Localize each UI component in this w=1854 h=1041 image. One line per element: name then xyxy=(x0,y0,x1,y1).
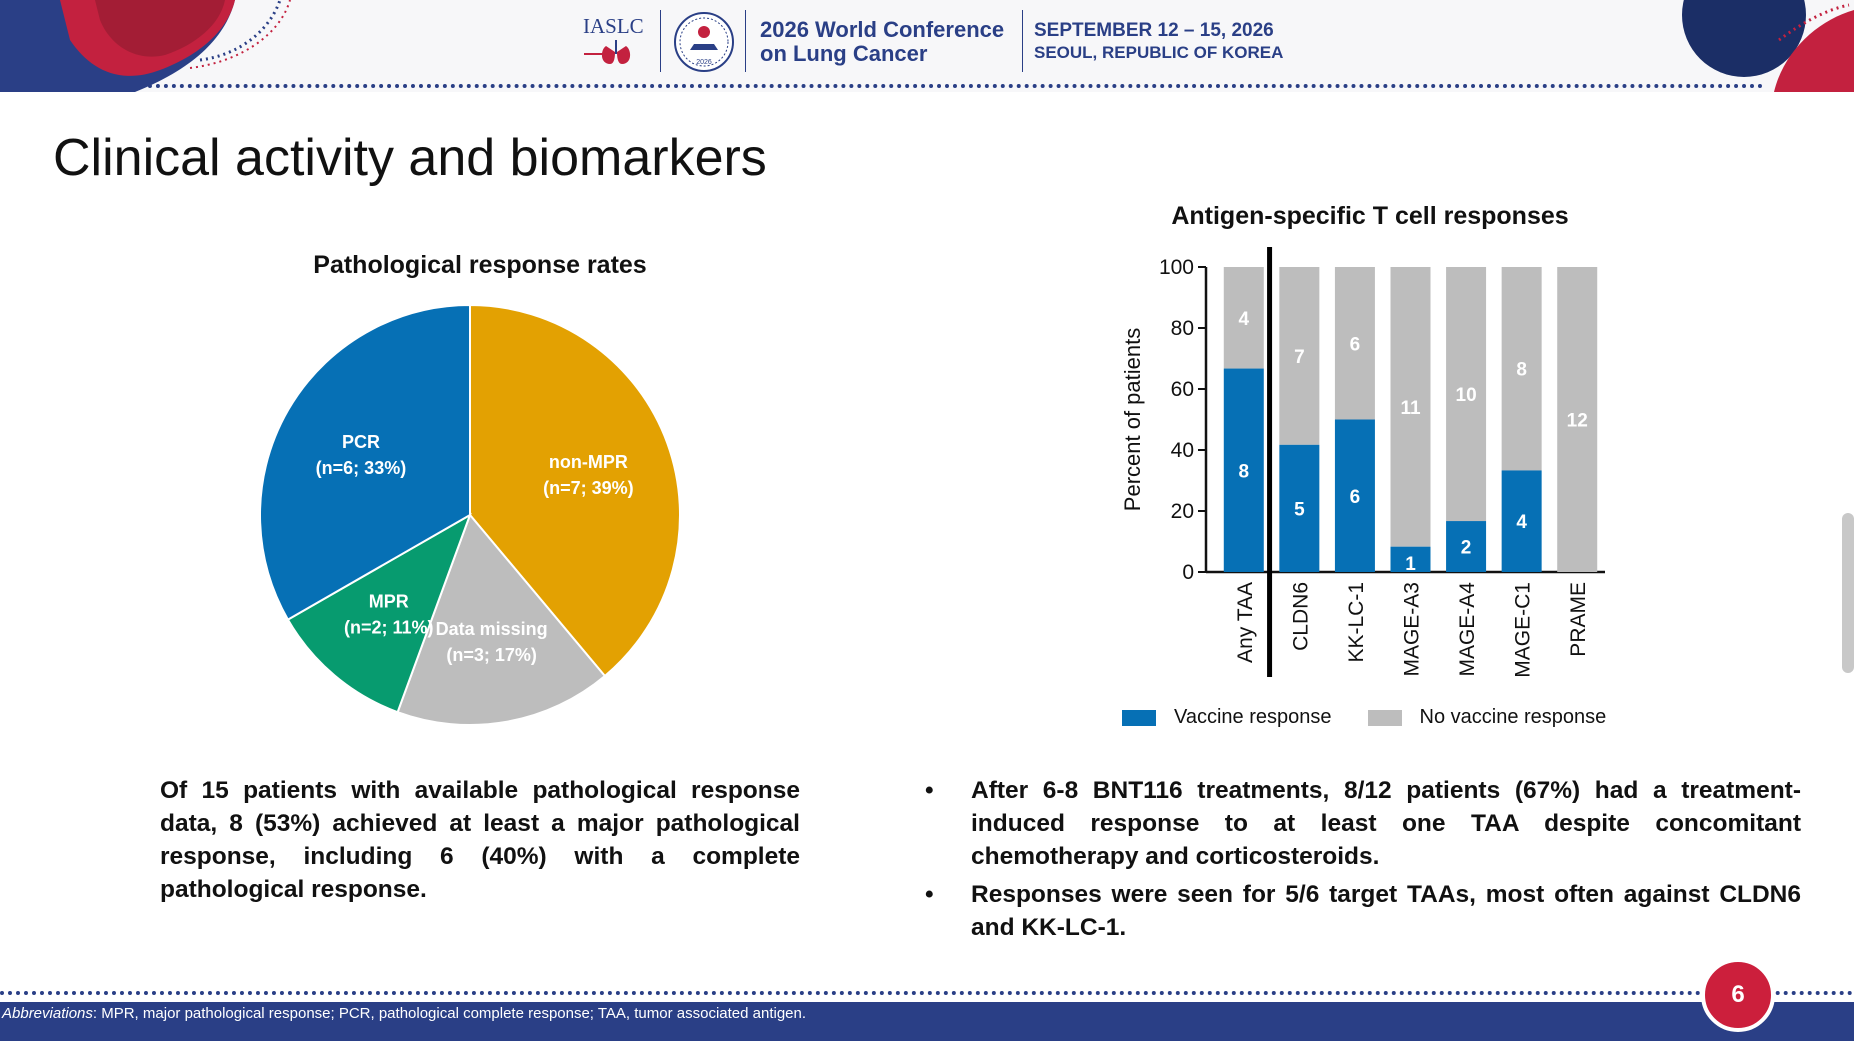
bar-segment-vaccine-response xyxy=(1390,546,1431,572)
x-tick-label: PRAME xyxy=(1567,582,1590,657)
x-tick-label: KK-LC-1 xyxy=(1345,582,1368,663)
bar-segment-no-vaccine-response xyxy=(1334,267,1375,420)
legend-entry-no-vaccine-response: No vaccine response xyxy=(1367,706,1607,729)
y-tick-label: 80 xyxy=(1171,317,1194,340)
x-tick-label: MAGE-A3 xyxy=(1401,582,1424,677)
legend-label: No vaccine response xyxy=(1419,706,1607,728)
abbreviations-text: : MPR, major pathological response; PCR,… xyxy=(92,1005,807,1022)
y-tick-label: 100 xyxy=(1159,256,1194,279)
pie-slice-detail: (n=3; 17%) xyxy=(446,645,537,665)
pie-slice-label: PCR xyxy=(342,432,380,452)
bar-segment-label: 12 xyxy=(1567,411,1588,432)
bar-segment-label: 1 xyxy=(1405,554,1416,575)
bar-segment-no-vaccine-response xyxy=(1557,267,1598,572)
bar-segment-label: 5 xyxy=(1294,499,1305,520)
x-tick-label: MAGE-A4 xyxy=(1456,582,1479,677)
legend-swatch-vaccine-response xyxy=(1122,709,1156,726)
pie-slice-label: Data missing xyxy=(436,619,548,639)
bar-segment-label: 2 xyxy=(1461,538,1472,559)
y-tick-label: 40 xyxy=(1171,439,1194,462)
header-separator xyxy=(660,10,661,72)
iaslc-logo-text: IASLC xyxy=(583,14,644,38)
header-dotted-rule xyxy=(140,84,1764,88)
pie-slice-mpr xyxy=(286,512,472,714)
header-separator xyxy=(745,10,746,72)
header-banner: IASLC 2026 2026 World Conference on Lung… xyxy=(0,0,1854,92)
pie-slice-detail: (n=2; 11%) xyxy=(344,617,434,637)
y-tick-label: 60 xyxy=(1171,378,1194,401)
bullet-marker: • xyxy=(925,777,934,804)
abbreviations-note: Abbreviations: MPR, major pathological r… xyxy=(2,1004,806,1024)
bullet-item: • After 6-8 BNT116 treatments, 8/12 patie… xyxy=(925,774,1801,873)
bullet-marker: • xyxy=(925,881,934,908)
stacked-bar-chart: 0 20 40 60 80 100 Percent of patients 4 8 Any TAA… xyxy=(1120,247,1605,678)
bar-segment-no-vaccine-response xyxy=(1501,267,1542,471)
bullet-text: After 6-8 BNT116 treatments, 8/12 patien… xyxy=(971,777,1801,870)
seoul-skyline-art-right xyxy=(1682,0,1854,92)
conference-title-line1: 2026 World Conference xyxy=(760,17,1005,42)
bar-segment-vaccine-response xyxy=(1279,444,1320,572)
bar-segment-no-vaccine-response xyxy=(1446,267,1487,522)
bar-segment-label: 10 xyxy=(1456,385,1477,406)
seoul-skyline-art-left xyxy=(0,0,300,92)
abbreviations-lead: Abbreviations xyxy=(2,1005,93,1022)
scrollbar-thumb[interactable] xyxy=(1842,513,1854,673)
bar-segment-label: 7 xyxy=(1294,347,1305,368)
conference-title: 2026 World Conference on Lung Cancer xyxy=(760,18,1004,66)
y-tick-label: 20 xyxy=(1171,500,1194,523)
pie-slice-non-mpr xyxy=(469,303,681,678)
x-tick-label: MAGE-C1 xyxy=(1512,582,1535,678)
pathological-response-summary: Of 15 patients with available pathologic… xyxy=(160,777,800,903)
bar-segment-label: 4 xyxy=(1238,309,1249,330)
conference-location: SEOUL, REPUBLIC OF KOREA xyxy=(1034,43,1284,62)
bar-segment-label: 8 xyxy=(1238,461,1249,482)
seal-year: 2026 xyxy=(696,59,712,66)
bar-segment-no-vaccine-response xyxy=(1390,267,1431,547)
pie-chart: non-MPR (n=7; 39%) Data missing (n=3; 17%) M… xyxy=(259,303,681,726)
pie-chart-title: Pathological response rates xyxy=(313,251,647,279)
conference-date-block: SEPTEMBER 12 – 15, 2026 SEOUL, REPUBLIC … xyxy=(1034,20,1283,64)
bar-segment-label: 4 xyxy=(1516,512,1527,533)
bullet-text: Responses were seen for 5/6 target TAAs,… xyxy=(971,881,1801,941)
lungs-logo-icon xyxy=(584,40,631,64)
legend-entry-vaccine-response: Vaccine response xyxy=(1122,706,1332,729)
page-title: Clinical activity and biomarkers xyxy=(53,129,767,187)
x-tick-label: CLDN6 xyxy=(1289,582,1312,651)
conference-date: SEPTEMBER 12 – 15, 2026 xyxy=(1034,20,1274,41)
conference-seal-icon: 2026 xyxy=(674,12,734,72)
bar-segment-vaccine-response xyxy=(1501,470,1542,572)
bar-segment-label: 11 xyxy=(1400,398,1421,419)
y-tick-label: 0 xyxy=(1182,561,1194,584)
footer-bar xyxy=(0,1002,1854,1041)
pie-slice-label: MPR xyxy=(369,591,409,611)
pie-slice-detail: (n=7; 39%) xyxy=(543,478,634,498)
y-axis-label: Percent of patients xyxy=(1120,328,1145,511)
pie-slice-data-missing xyxy=(396,513,607,726)
x-tick-label: Any TAA xyxy=(1234,582,1257,663)
t-cell-response-bullets: • After 6-8 BNT116 treatments, 8/12 patie… xyxy=(925,774,1801,949)
bar-segment-label: 8 xyxy=(1516,360,1527,381)
bar-segment-label: 6 xyxy=(1350,334,1361,355)
bar-segment-vaccine-response xyxy=(1446,521,1487,572)
bullet-item: • Responses were seen for 5/6 target TAAs… xyxy=(925,878,1801,944)
bar-segment-no-vaccine-response xyxy=(1223,267,1264,369)
pie-slice-pcr xyxy=(259,303,471,621)
conference-title-line2: on Lung Cancer xyxy=(760,41,928,66)
bar-segment-vaccine-response xyxy=(1223,368,1264,572)
page-number-badge: 6 xyxy=(1701,958,1775,1032)
legend-swatch-no-vaccine-response xyxy=(1367,709,1402,726)
bar-segment-no-vaccine-response xyxy=(1279,267,1320,445)
bar-segment-vaccine-response xyxy=(1334,419,1375,572)
pie-slice-label: non-MPR xyxy=(549,452,628,472)
pie-slice-detail: (n=6; 33%) xyxy=(316,458,407,478)
header-separator xyxy=(1022,10,1023,72)
bar-chart-legend: Vaccine response No vaccine response xyxy=(1122,706,1642,729)
bar-segment-label: 6 xyxy=(1350,487,1361,508)
legend-label: Vaccine response xyxy=(1174,706,1332,728)
bar-chart-title: Antigen-specific T cell responses xyxy=(1171,202,1569,230)
footer-dotted-rule xyxy=(0,991,1854,995)
